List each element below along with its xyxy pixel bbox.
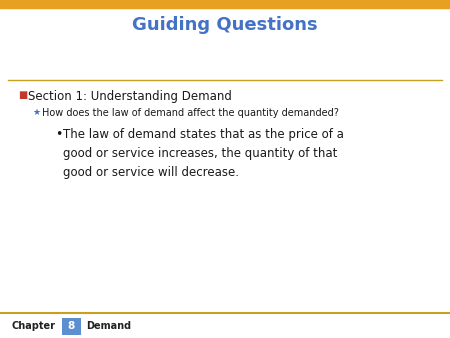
Text: 8: 8 bbox=[68, 321, 75, 331]
Text: Section 1: Understanding Demand: Section 1: Understanding Demand bbox=[28, 90, 232, 103]
Text: Chapter: Chapter bbox=[12, 321, 56, 331]
Text: How does the law of demand affect the quantity demanded?: How does the law of demand affect the qu… bbox=[42, 108, 339, 118]
FancyBboxPatch shape bbox=[62, 317, 81, 335]
Text: ★: ★ bbox=[32, 108, 40, 117]
Text: Demand: Demand bbox=[86, 321, 131, 331]
Text: Guiding Questions: Guiding Questions bbox=[132, 16, 318, 34]
Text: •: • bbox=[55, 128, 63, 141]
Text: ■: ■ bbox=[18, 90, 27, 100]
Bar bbox=[0, 0, 450, 8]
Text: The law of demand states that as the price of a
good or service increases, the q: The law of demand states that as the pri… bbox=[63, 128, 344, 179]
